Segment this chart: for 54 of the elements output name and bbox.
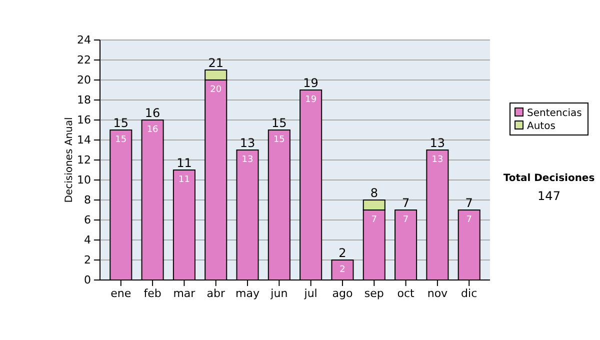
data-label: 16 — [146, 125, 159, 135]
x-tick-label: ene — [110, 286, 132, 300]
data-label: 15 — [115, 135, 127, 145]
y-tick-label: 0 — [84, 274, 91, 287]
legend-label: Sentencias — [527, 108, 582, 119]
data-label: 19 — [305, 95, 317, 105]
text: Total Decisiones — [503, 173, 595, 184]
x-tick-label: jun — [270, 286, 288, 300]
x-tick-label: jul — [303, 286, 318, 300]
y-tick-label: 8 — [84, 194, 91, 207]
data-label: 20 — [210, 85, 222, 95]
x-tick-label: feb — [144, 286, 162, 300]
x-tick-label: ago — [332, 286, 353, 300]
y-tick-label: 4 — [84, 234, 91, 247]
y-axis-title: Decisiones Anual — [64, 117, 75, 203]
total-label: 2 — [338, 246, 346, 260]
x-tick-label: oct — [397, 286, 416, 300]
data-label: 15 — [273, 135, 285, 145]
total-label: 21 — [208, 56, 224, 70]
total-label: 19 — [303, 76, 318, 90]
total-label: 16 — [144, 106, 160, 120]
y-tick-label: 14 — [77, 134, 91, 147]
data-label: 7 — [371, 215, 378, 225]
y-tick-label: 18 — [77, 94, 91, 107]
data-label: 7 — [402, 215, 409, 225]
total-label: 7 — [465, 196, 473, 210]
y-tick-label: 2 — [84, 254, 91, 267]
x-tick-label: may — [236, 286, 260, 300]
total-label: 7 — [402, 196, 410, 210]
y-tick-label: 6 — [84, 214, 91, 227]
total-label: 13 — [430, 136, 446, 150]
y-tick-label: 20 — [77, 74, 91, 87]
total-label: 15 — [113, 116, 129, 130]
x-tick-label: mar — [173, 286, 196, 300]
legend-label: Autos — [527, 121, 556, 132]
text: 147 — [538, 189, 560, 203]
total-label: 13 — [240, 136, 256, 150]
y-tick-label: 12 — [77, 154, 91, 167]
x-tick-label: abr — [206, 286, 226, 300]
x-tick-label: sep — [364, 286, 384, 300]
y-tick-label: 22 — [77, 54, 91, 67]
total-label: 11 — [176, 156, 192, 170]
y-tick-label: 24 — [77, 34, 91, 47]
y-tick-label: 10 — [77, 174, 91, 187]
data-label: 13 — [242, 155, 254, 165]
data-label: 13 — [432, 155, 444, 165]
total-label: 8 — [370, 186, 378, 200]
x-tick-label: dic — [461, 286, 478, 300]
data-label: 7 — [466, 215, 472, 225]
total-label: 15 — [272, 116, 287, 130]
data-label: 2 — [340, 265, 346, 275]
data-label: 11 — [178, 175, 190, 185]
x-tick-label: nov — [427, 286, 448, 300]
y-tick-label: 16 — [77, 114, 91, 127]
